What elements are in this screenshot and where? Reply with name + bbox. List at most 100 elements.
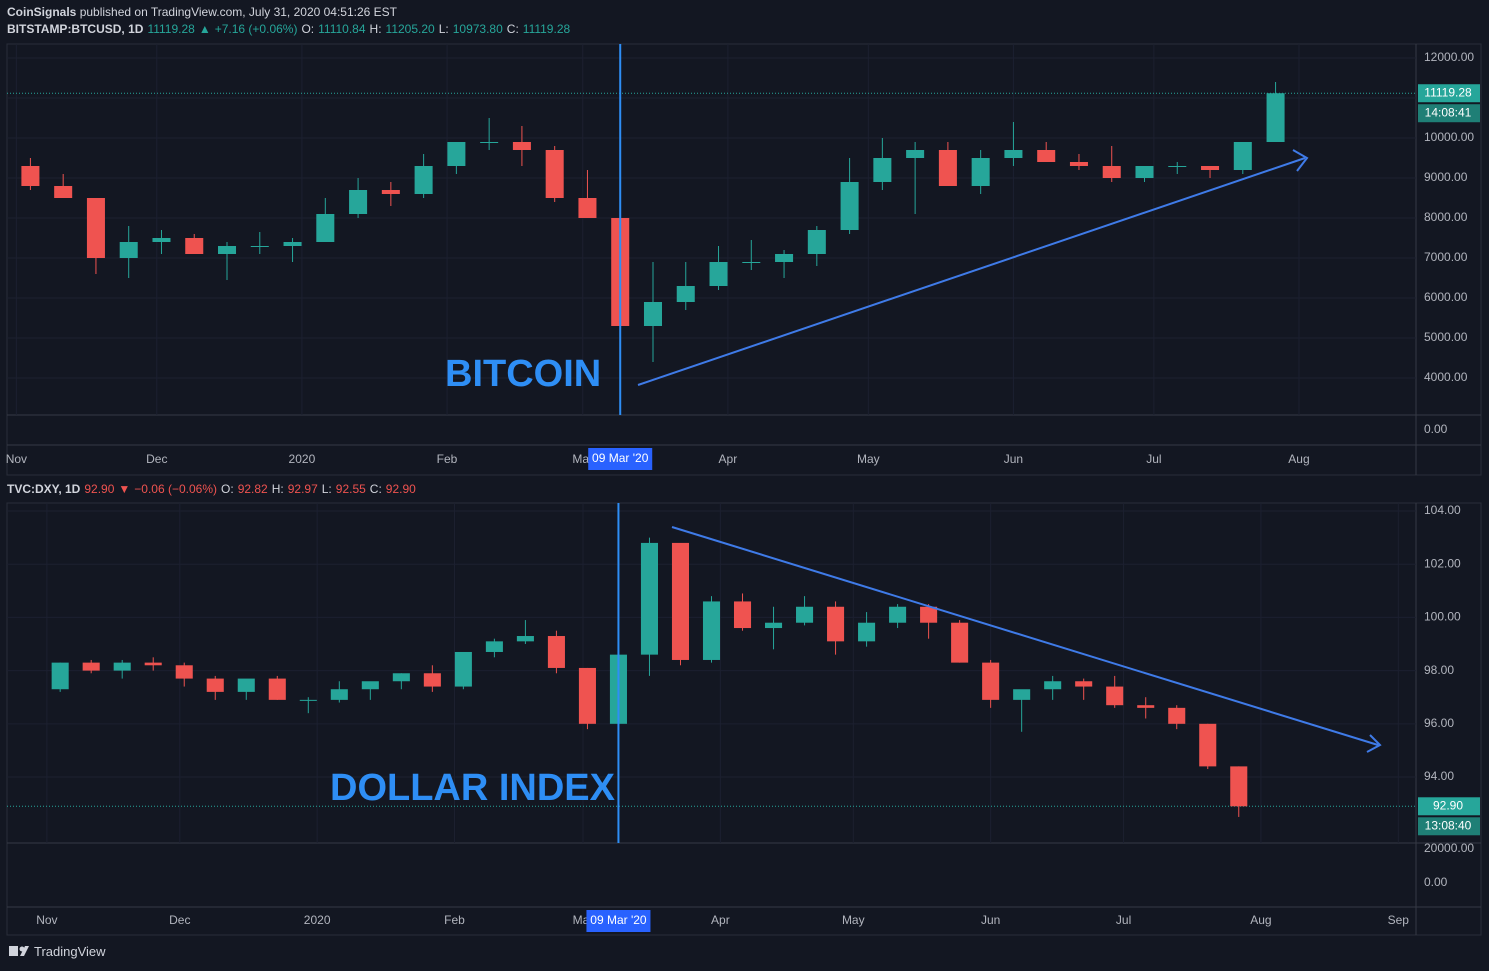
countdown: 14:08:41 — [1425, 105, 1472, 119]
price-box — [1418, 797, 1480, 816]
candle-body — [381, 190, 400, 194]
x-tick-label: Jul — [1146, 452, 1161, 466]
candle-body — [1168, 707, 1186, 724]
ohlc-value: 92.82 — [237, 482, 268, 496]
candle-body — [1106, 686, 1124, 706]
x-tick-label: 2020 — [289, 452, 316, 466]
y-tick-label: 6000.00 — [1424, 290, 1468, 304]
ohlc-value: 11110.84 — [318, 22, 366, 36]
y-tick-label: 9000.00 — [1424, 170, 1468, 184]
pane: 4000.00 5000.00 6000.00 7000.00 8000.00 9000.… — [6, 43, 1482, 476]
candle-body — [316, 214, 335, 242]
candle-body — [414, 166, 433, 194]
candle-body — [454, 651, 472, 687]
y-tick-label: 104.00 — [1424, 503, 1461, 517]
candle-body — [643, 302, 662, 326]
ohlc-key: O: — [221, 482, 234, 496]
candle-body — [86, 198, 105, 258]
x-tick-label: Feb — [437, 452, 458, 466]
y-tick-label: 98.00 — [1424, 663, 1454, 677]
publish-line: CoinSignals published on TradingView.com… — [7, 5, 401, 19]
candle-body — [1102, 166, 1121, 178]
candle-body — [858, 622, 876, 642]
candle-body — [516, 636, 534, 642]
last-price: 11119.28 — [147, 22, 195, 36]
y-tick-label: 7000.00 — [1424, 250, 1468, 264]
candle-body — [119, 242, 138, 258]
x-tick-label: Apr — [711, 913, 730, 927]
legend: BITSTAMP:BTCUSD, 1D 11119.28 ▲ +7.16 (+0.06… — [7, 22, 574, 36]
candle-body — [1199, 723, 1217, 767]
ohlc-key: L: — [321, 482, 332, 496]
candle-body — [21, 166, 40, 186]
ohlc-key: C: — [369, 482, 382, 496]
ohlc-value: 11119.28 — [522, 22, 571, 36]
candle-body — [709, 262, 728, 286]
change-arrow: ▼ — [118, 482, 131, 496]
candle-body — [1069, 162, 1088, 166]
countdown-box — [1418, 817, 1480, 836]
annotation: BITCOIN — [445, 353, 601, 395]
candle-body — [1013, 689, 1031, 700]
y-tick-label: 12000.00 — [1424, 50, 1474, 64]
ohlc-key: C: — [506, 22, 519, 36]
last-price: 92.90 — [84, 482, 115, 496]
candle-body — [578, 667, 596, 724]
x-tick-label: May — [842, 913, 865, 927]
ohlc-key: L: — [438, 22, 449, 36]
price-label: 92.90 — [1433, 798, 1463, 812]
candle-body — [54, 186, 73, 198]
marker-label: 09 Mar '20 — [590, 913, 647, 927]
candle-body — [889, 606, 907, 623]
ohlc-value: 92.55 — [335, 482, 366, 496]
x-tick-label: Nov — [36, 913, 57, 927]
price-box — [1418, 84, 1480, 103]
plot-frame — [6, 43, 1482, 476]
footer: TradingView — [8, 943, 106, 959]
ohlc-value: 92.90 — [385, 482, 416, 496]
candle-body — [152, 238, 171, 242]
ohlc-value: 10973.80 — [452, 22, 503, 36]
x-tick-label: May — [857, 452, 880, 466]
candle-body — [480, 142, 499, 143]
candle-body — [1137, 705, 1155, 708]
x-tick-label: Mar — [572, 452, 593, 466]
countdown: 13:08:40 — [1425, 818, 1472, 832]
y-tick-label: 96.00 — [1424, 716, 1454, 730]
candle-body — [1075, 681, 1093, 687]
countdown-box — [1418, 104, 1480, 123]
change: +7.16 (+0.06%) — [214, 22, 298, 36]
publisher: CoinSignals — [7, 5, 77, 19]
candle-body — [82, 662, 100, 671]
candle-body — [827, 606, 845, 642]
ohlc-value: 92.97 — [287, 482, 318, 496]
pane: 94.00 96.00 98.00 100.00 102.00 104.00 20000.0… — [6, 502, 1482, 936]
pane-label: 0.00 — [1424, 875, 1448, 889]
x-tick-label: Dec — [169, 913, 190, 927]
pane-label: 0.00 — [1424, 422, 1448, 436]
y-tick-label: 102.00 — [1424, 556, 1461, 570]
candle-body — [361, 681, 379, 690]
annotation: DOLLAR INDEX — [330, 767, 616, 809]
candle-body — [545, 150, 564, 198]
x-tick-label: Aug — [1288, 452, 1309, 466]
price-label: 11119.28 — [1424, 85, 1472, 99]
candle-body — [268, 678, 286, 700]
candle-body — [1004, 150, 1023, 158]
candle-body — [971, 158, 990, 186]
candle-body — [206, 678, 224, 692]
candle-body — [512, 142, 531, 150]
ohlc-key: H: — [271, 482, 284, 496]
ohlc-key: H: — [369, 22, 382, 36]
x-tick-label: Feb — [444, 913, 465, 927]
marker-label: 09 Mar '20 — [592, 451, 649, 465]
x-tick-label: Jun — [981, 913, 1000, 927]
y-tick-label: 10000.00 — [1424, 130, 1474, 144]
arrow-head — [1292, 149, 1309, 172]
y-tick-label: 4000.00 — [1424, 370, 1468, 384]
candle-body — [640, 542, 658, 655]
candle-body — [185, 238, 204, 254]
pane-label: 20000.00 — [1424, 841, 1474, 855]
